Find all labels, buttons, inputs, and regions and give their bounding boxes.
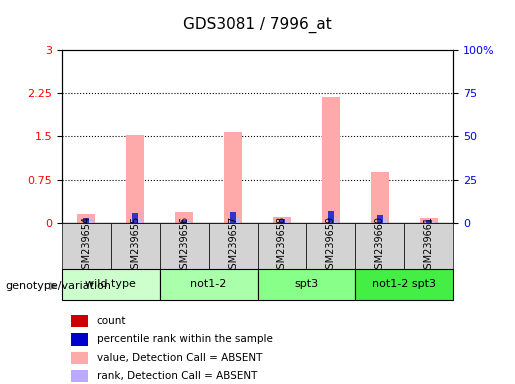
FancyBboxPatch shape [258,223,306,269]
FancyBboxPatch shape [111,223,160,269]
FancyBboxPatch shape [62,223,111,269]
Text: not1-2 spt3: not1-2 spt3 [372,279,436,289]
Text: count: count [97,316,126,326]
FancyBboxPatch shape [160,223,209,269]
FancyBboxPatch shape [62,269,160,300]
Text: GSM239657: GSM239657 [228,216,238,275]
Bar [273,217,291,223]
FancyBboxPatch shape [209,223,258,269]
Bar [71,315,88,327]
Text: value, Detection Call = ABSENT: value, Detection Call = ABSENT [97,353,262,363]
Bar [77,214,95,223]
Text: GSM239655: GSM239655 [130,216,140,275]
Bar [430,222,436,223]
Text: GDS3081 / 7996_at: GDS3081 / 7996_at [183,17,332,33]
Bar [224,132,242,223]
FancyBboxPatch shape [355,269,453,300]
FancyBboxPatch shape [355,223,404,269]
Bar [234,217,240,223]
Bar [181,221,187,223]
Bar [322,97,340,223]
Bar [332,218,338,223]
Text: spt3: spt3 [295,279,318,289]
Text: GSM239658: GSM239658 [277,216,287,275]
Bar [71,333,88,346]
Bar [71,370,88,382]
Text: percentile rank within the sample: percentile rank within the sample [97,334,273,344]
Text: rank, Detection Call = ABSENT: rank, Detection Call = ABSENT [97,371,257,381]
Text: GSM239654: GSM239654 [81,216,91,275]
Bar [83,217,89,223]
Text: not1-2: not1-2 [191,279,227,289]
FancyBboxPatch shape [404,223,453,269]
Bar [283,221,289,223]
Bar [420,218,438,223]
Bar [230,212,236,223]
Bar [132,213,138,223]
Bar [132,216,138,223]
Bar [136,218,142,223]
FancyBboxPatch shape [258,269,355,300]
Bar [230,212,236,223]
Text: GSM239656: GSM239656 [179,216,189,275]
Bar [181,220,187,223]
Bar [377,215,383,223]
Bar [71,352,88,364]
Bar [83,219,89,223]
Bar [279,220,285,223]
Bar [185,221,191,223]
Bar [377,215,383,223]
Bar [126,135,144,223]
Bar [426,220,432,223]
Bar [328,212,334,223]
Text: GSM239661: GSM239661 [424,216,434,275]
FancyBboxPatch shape [306,223,355,269]
Bar [87,220,93,223]
Bar [371,172,389,223]
Text: wild type: wild type [85,279,136,289]
Bar [328,211,334,223]
Bar [279,219,285,223]
FancyBboxPatch shape [160,269,258,300]
Text: genotype/variation: genotype/variation [5,281,111,291]
Bar [426,221,432,223]
Text: GSM239659: GSM239659 [326,216,336,275]
Bar [381,219,387,223]
Text: GSM239660: GSM239660 [375,216,385,275]
Bar [175,212,193,223]
